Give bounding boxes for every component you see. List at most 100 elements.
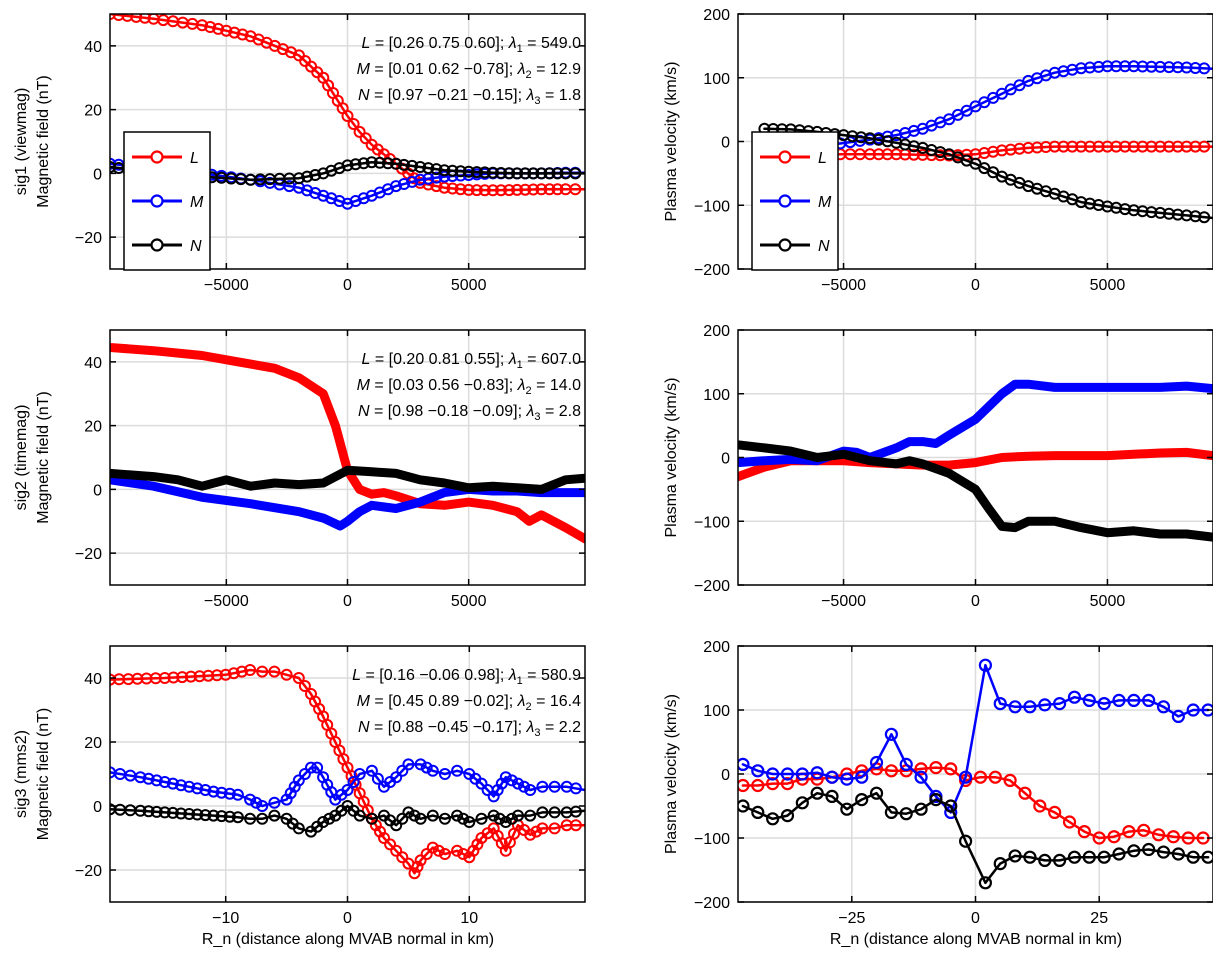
y-tick-label: 0 (93, 799, 102, 816)
marker-N (426, 809, 439, 822)
marker-M (499, 771, 512, 784)
marker-L (973, 770, 988, 784)
marker-N (825, 789, 839, 804)
marker-L (202, 669, 215, 682)
marker-N (244, 812, 257, 825)
marker-N (1075, 196, 1088, 209)
marker-N (863, 132, 876, 145)
marker-N (486, 166, 499, 179)
marker-N (978, 876, 992, 890)
marker-N (292, 822, 305, 835)
y-tick-label: 200 (703, 639, 730, 656)
marker-M (548, 780, 561, 793)
marker-N (1067, 850, 1082, 864)
series-line-N (110, 804, 585, 833)
y-axis-title: sig1 (viewmag) (13, 88, 30, 196)
x-tick-label: −5000 (204, 593, 249, 610)
marker-L (1181, 831, 1195, 845)
marker-M (1112, 693, 1126, 708)
marker-L (1110, 140, 1123, 153)
marker-N (365, 812, 378, 825)
marker-N (175, 807, 187, 820)
marker-L (236, 28, 249, 41)
marker-M (1038, 698, 1052, 712)
marker-L (1013, 142, 1026, 155)
marker-L (751, 778, 765, 793)
marker-N (430, 163, 443, 176)
marker-L (390, 844, 403, 857)
y-tick-label: −200 (694, 895, 730, 912)
marker-N (390, 157, 402, 170)
y-tick-label: 100 (703, 387, 730, 404)
marker-M (1180, 61, 1193, 74)
marker-M (420, 761, 433, 774)
marker-L (1075, 140, 1088, 153)
marker-N (309, 169, 322, 181)
marker-N (323, 812, 336, 825)
x-tick-label: 5000 (451, 593, 487, 610)
marker-N (929, 792, 943, 807)
marker-N (1136, 205, 1149, 218)
x-tick-label: 5000 (1090, 277, 1126, 294)
marker-N (457, 812, 470, 825)
marker-L (121, 14, 134, 22)
marker-L (438, 848, 451, 860)
y-tick-label: 0 (93, 482, 102, 499)
marker-M (1127, 693, 1141, 708)
marker-L (470, 184, 483, 197)
marker-N (766, 812, 780, 826)
marker-L (130, 14, 143, 23)
marker-L (184, 670, 197, 683)
marker-M (298, 768, 311, 780)
y-axis-label: Magnetic field (nT) (35, 708, 52, 841)
marker-N (1127, 204, 1140, 217)
legend-label-L: L (818, 150, 827, 167)
marker-N (551, 167, 564, 180)
marker-N (142, 805, 155, 818)
marker-M (1008, 700, 1022, 714)
marker-L (543, 183, 556, 196)
marker-M (512, 777, 524, 790)
marker-M (1189, 62, 1202, 74)
marker-M (305, 761, 317, 774)
marker-M (1142, 693, 1156, 708)
panel-4: −5000 0 5000 −200 −100 0 100 200 Plasma velocity… (663, 323, 1213, 610)
marker-M (402, 758, 415, 771)
marker-M (223, 787, 236, 800)
marker-L (872, 148, 885, 161)
marker-N (256, 812, 269, 825)
marker-L (1145, 140, 1158, 153)
marker-M (1119, 60, 1131, 73)
x-tick-label: 25 (1090, 910, 1108, 927)
marker-M (215, 786, 228, 799)
marker-N (495, 167, 507, 179)
marker-N (1110, 201, 1123, 214)
marker-M (993, 696, 1007, 711)
x-tick-label: −25 (838, 910, 865, 927)
x-tick-label: 10 (460, 910, 478, 927)
y-tick-label: 40 (84, 39, 102, 56)
marker-M (518, 780, 531, 793)
marker-L (535, 183, 548, 196)
annotation-line: L = [0.20 0.81 0.55]; λ1 = 607.0 (361, 351, 581, 371)
marker-M (795, 767, 809, 781)
marker-L (548, 822, 561, 835)
marker-L (353, 125, 366, 138)
marker-L (359, 132, 372, 145)
marker-L (228, 26, 241, 39)
marker-N (1112, 847, 1126, 861)
marker-N (543, 167, 556, 180)
marker-N (1119, 203, 1131, 216)
marker-M (333, 195, 346, 207)
marker-L (1031, 141, 1044, 154)
marker-M (371, 772, 384, 785)
y-tick-label: −100 (694, 514, 730, 531)
marker-L (1077, 824, 1091, 839)
y-axis-title: sig3 (mms2) (13, 730, 30, 818)
marker-M (390, 180, 402, 193)
marker-M (398, 178, 410, 190)
marker-L (780, 776, 795, 791)
series-line-N (110, 465, 585, 494)
legend-label-N: N (818, 238, 830, 255)
marker-L (1122, 824, 1136, 839)
